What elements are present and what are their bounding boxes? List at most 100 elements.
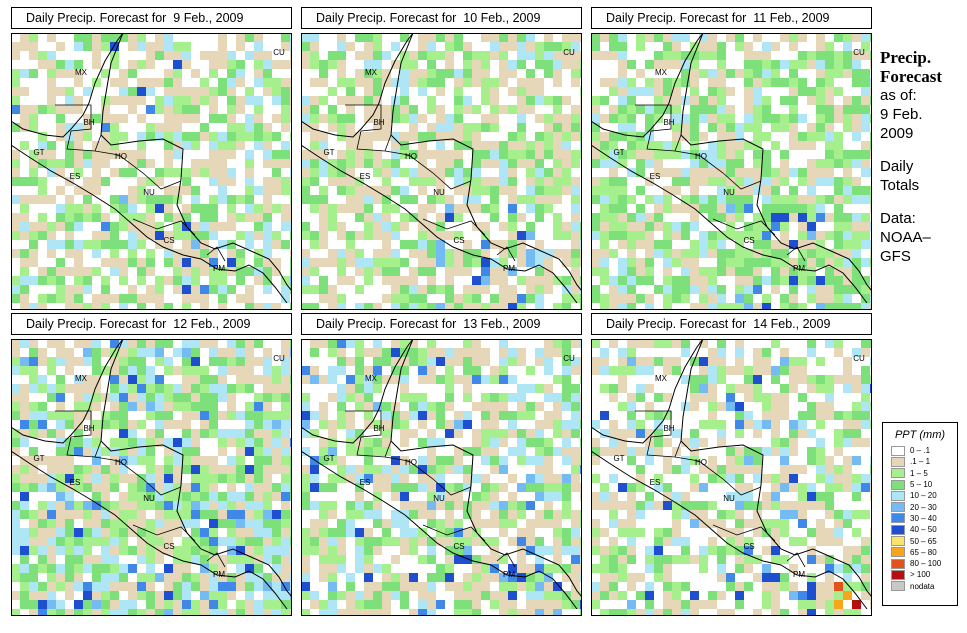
precip-cell (400, 195, 409, 204)
precip-cell (38, 60, 47, 69)
precip-cell (562, 357, 571, 366)
precip-cell (526, 456, 535, 465)
precip-cell (699, 384, 708, 393)
precip-cell (346, 114, 355, 123)
precip-cell (526, 429, 535, 438)
precip-cell (400, 141, 409, 150)
precip-cell (508, 573, 517, 582)
precip-cell (137, 357, 146, 366)
precip-cell (427, 573, 436, 582)
precip-cell (499, 429, 508, 438)
precip-cell (182, 393, 191, 402)
precip-cell (726, 186, 735, 195)
precip-cell (29, 510, 38, 519)
precip-cell (762, 393, 771, 402)
coastline (11, 339, 292, 610)
precip-cell (119, 240, 128, 249)
precip-cell (272, 528, 281, 537)
precip-cell (346, 591, 355, 600)
precip-cell (825, 375, 834, 384)
precip-cell (74, 384, 83, 393)
precip-cell (119, 366, 128, 375)
precip-cell (83, 240, 92, 249)
precip-cell (272, 303, 281, 310)
precip-cell (825, 528, 834, 537)
precip-cell (445, 510, 454, 519)
precip-cell (544, 141, 553, 150)
precip-cell (83, 564, 92, 573)
precip-cell (535, 159, 544, 168)
precip-cell (807, 528, 816, 537)
precip-cell (373, 582, 382, 591)
precip-cell (481, 402, 490, 411)
precip-cell (254, 537, 263, 546)
precip-cell (200, 411, 209, 420)
precip-cell (92, 564, 101, 573)
precip-cell (636, 276, 645, 285)
precip-cell (400, 240, 409, 249)
precip-cell (627, 60, 636, 69)
precip-cell (65, 528, 74, 537)
precip-cell (618, 213, 627, 222)
precip-cell (571, 537, 580, 546)
precip-cell (47, 294, 56, 303)
country-label-cu: CU (563, 354, 575, 363)
precip-cell (600, 501, 609, 510)
precip-cell (200, 402, 209, 411)
precip-cell (499, 285, 508, 294)
precip-cell (699, 249, 708, 258)
precip-cell (553, 600, 562, 609)
precip-cell (708, 195, 717, 204)
precip-cell (789, 33, 798, 42)
precip-cell (861, 294, 870, 303)
precip-cell (301, 150, 310, 159)
precip-cell (699, 357, 708, 366)
precip-cell (155, 600, 164, 609)
precip-cell (164, 546, 173, 555)
precip-cell (427, 465, 436, 474)
precip-cell (164, 393, 173, 402)
precip-cell (672, 294, 681, 303)
precip-cell (636, 339, 645, 348)
precip-cell (636, 231, 645, 240)
precip-cell (463, 393, 472, 402)
precip-cell (254, 123, 263, 132)
precip-cell (83, 384, 92, 393)
precip-cell (535, 492, 544, 501)
precip-cell (128, 510, 137, 519)
precip-cell (645, 456, 654, 465)
precip-cell (20, 474, 29, 483)
precip-cell (382, 51, 391, 60)
precip-cell (834, 267, 843, 276)
precip-cell (508, 231, 517, 240)
precip-cell (110, 339, 119, 348)
precip-cell (807, 348, 816, 357)
precip-cell (319, 294, 328, 303)
precip-cell (553, 141, 562, 150)
precip-cell (571, 600, 580, 609)
precip-cell (544, 186, 553, 195)
precip-cell (301, 474, 310, 483)
precip-cell (591, 195, 600, 204)
precip-cell (762, 204, 771, 213)
precip-cell (227, 411, 236, 420)
country-label-gt: GT (323, 148, 334, 157)
precip-cell (517, 582, 526, 591)
precip-cell (627, 546, 636, 555)
precip-cell (11, 348, 20, 357)
country-label-pm: PM (793, 570, 805, 579)
precip-cell (155, 537, 164, 546)
country-label-pm: PM (213, 264, 225, 273)
precip-cell (744, 456, 753, 465)
precip-cell (645, 294, 654, 303)
precip-cell (418, 600, 427, 609)
precip-cell (137, 555, 146, 564)
precip-cell (517, 510, 526, 519)
precip-cell (110, 591, 119, 600)
precip-cell (609, 294, 618, 303)
precip-cell (191, 483, 200, 492)
precip-cell (11, 213, 20, 222)
precip-cell (825, 582, 834, 591)
precip-cell (627, 573, 636, 582)
precip-cell (128, 87, 137, 96)
